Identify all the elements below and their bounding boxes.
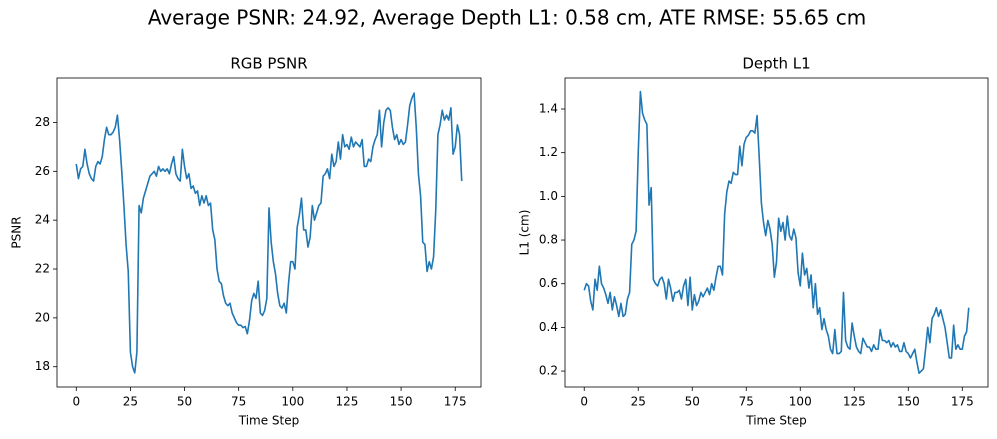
y-axis-label: L1 (cm)	[518, 210, 532, 256]
y-tick-label: 24	[35, 213, 50, 227]
y-axis-label: PSNR	[10, 216, 24, 248]
y-tick-label: 1.4	[539, 102, 558, 116]
x-tick-label: 50	[177, 395, 192, 409]
y-tick-label: 26	[35, 164, 50, 178]
data-line	[583, 90, 970, 375]
x-tick-label: 0	[72, 395, 80, 409]
y-tick-label: 28	[35, 115, 50, 129]
y-tick-label: 0.2	[539, 364, 558, 378]
axes-title: Depth L1	[742, 55, 810, 73]
x-tick-label: 75	[231, 395, 246, 409]
x-axis-label: Time Step	[238, 414, 300, 428]
x-tick-label: 175	[951, 395, 974, 409]
x-tick-label: 100	[281, 395, 304, 409]
x-tick-label: 50	[685, 395, 700, 409]
x-tick-label: 125	[843, 395, 866, 409]
y-tick-label: 1.2	[539, 145, 558, 159]
x-tick-label: 175	[444, 395, 467, 409]
y-tick-label: 20	[35, 310, 50, 324]
x-tick-label: 75	[739, 395, 754, 409]
axes-title: RGB PSNR	[230, 55, 307, 73]
data-line	[75, 92, 463, 374]
axes-frame	[56, 77, 482, 388]
x-tick-label: 125	[336, 395, 359, 409]
x-axis-label: Time Step	[745, 414, 807, 428]
y-tick-label: 22	[35, 262, 50, 276]
y-tick-label: 0.8	[539, 233, 558, 247]
x-tick-label: 25	[631, 395, 646, 409]
x-tick-label: 100	[789, 395, 812, 409]
x-tick-label: 25	[123, 395, 138, 409]
x-tick-label: 0	[580, 395, 588, 409]
figure-title: Average PSNR: 24.92, Average Depth L1: 0…	[148, 6, 866, 30]
x-tick-label: 150	[390, 395, 413, 409]
y-tick-label: 0.4	[539, 320, 558, 334]
y-tick-label: 18	[35, 359, 50, 373]
axes-frame	[564, 77, 989, 388]
y-tick-label: 0.6	[539, 276, 558, 290]
y-tick-label: 1.0	[539, 189, 558, 203]
x-tick-label: 150	[897, 395, 920, 409]
